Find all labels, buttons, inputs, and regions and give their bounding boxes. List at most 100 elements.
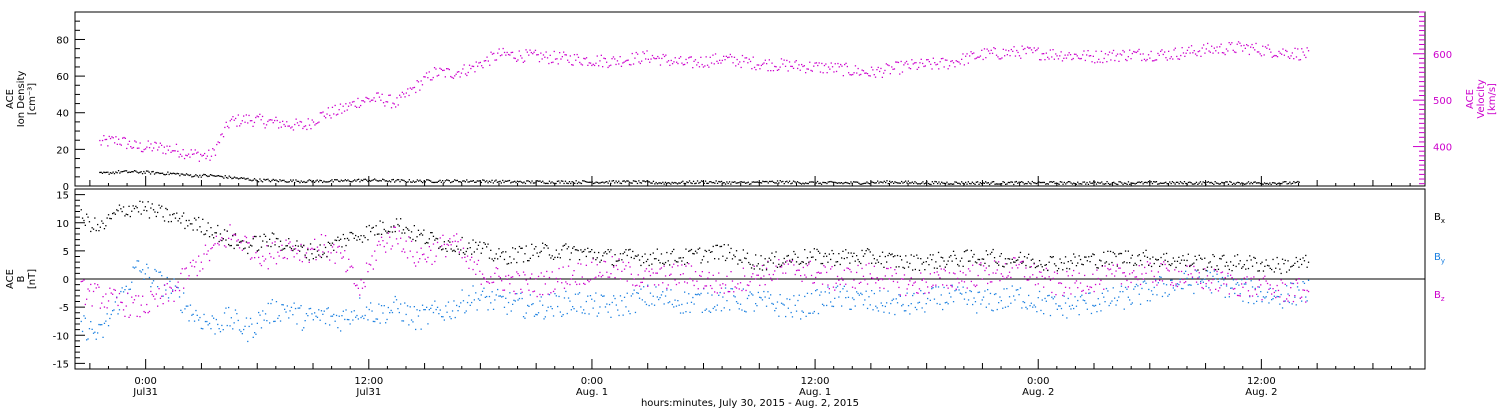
bottom-left-ylabel: ACE B [nT] [5, 269, 38, 289]
velocity-series-point [181, 155, 183, 157]
bz-series-point [958, 282, 960, 284]
bz-series-point [673, 263, 675, 265]
bx-series-point [655, 258, 657, 260]
bx-series-point [783, 257, 785, 260]
velocity-series-point [768, 59, 770, 61]
bz-series-point [233, 233, 235, 236]
bz-series-point [834, 289, 836, 291]
bx-series-point [258, 249, 260, 251]
bx-series-point [779, 265, 781, 268]
density-series-point [402, 179, 404, 181]
velocity-series-point [702, 66, 705, 68]
velocity-series-point [546, 57, 549, 59]
by-series-point [894, 313, 896, 316]
bx-series-point [237, 244, 239, 246]
velocity-series-point [175, 143, 178, 145]
density-series-point [368, 179, 370, 182]
velocity-series-point [823, 64, 826, 67]
bx-series-point [1305, 254, 1307, 257]
velocity-series-point [335, 114, 338, 116]
density-series-point [188, 174, 190, 177]
bx-series-point [140, 213, 142, 215]
bx-series-point [902, 266, 904, 269]
bz-series-point [460, 239, 462, 241]
density-series-point [263, 178, 265, 180]
density-series-point [379, 179, 381, 182]
velocity-series-point [1102, 61, 1104, 64]
by-series-point [323, 310, 325, 312]
bx-series-point [129, 215, 131, 218]
by-series-point [588, 313, 590, 315]
bz-series-point [1109, 268, 1112, 270]
velocity-series-point [1244, 47, 1246, 49]
by-series-point [98, 323, 100, 326]
by-series-point [498, 295, 500, 297]
bz-series-point [884, 275, 886, 277]
velocity-series-point [186, 155, 188, 157]
by-series-point [340, 330, 342, 332]
bz-series-point [305, 252, 308, 254]
by-series-point [375, 318, 377, 320]
density-series-point [514, 180, 516, 182]
bz-series-point [86, 298, 88, 300]
by-series-point [790, 311, 792, 314]
bx-series-point [1142, 252, 1144, 254]
velocity-series-point [1125, 58, 1127, 61]
bz-series-point [862, 275, 865, 277]
bz-series-point [572, 274, 574, 276]
density-series-point [512, 181, 515, 183]
bx-series-point [608, 251, 611, 253]
by-series-point [140, 271, 142, 273]
by-series-point [828, 292, 830, 294]
by-series-point [578, 292, 581, 294]
bz-series-point [454, 240, 456, 242]
density-series-point [1254, 181, 1256, 183]
bz-series-point [292, 245, 294, 247]
bz-series-point [674, 279, 676, 281]
bx-series-point [1068, 268, 1071, 270]
bx-series-point [744, 257, 746, 259]
bz-series-point [719, 284, 721, 286]
legend-item-sub: y [1441, 257, 1445, 265]
velocity-series-point [861, 69, 863, 71]
velocity-series-point [185, 154, 187, 156]
velocity-series-point [560, 58, 562, 60]
velocity-series-point [1172, 58, 1174, 60]
bz-series-point [574, 281, 577, 283]
bx-series-point [1081, 263, 1083, 265]
velocity-series-point [319, 112, 321, 114]
by-series-point [988, 303, 990, 305]
density-series-point [1085, 183, 1087, 185]
bz-series-point [406, 257, 409, 259]
bx-series-point [441, 249, 443, 251]
velocity-series-point [952, 62, 955, 64]
bz-series-point [827, 284, 829, 286]
by-series-point [121, 287, 123, 289]
by-series-point [685, 311, 687, 313]
bz-series-point [752, 273, 754, 275]
velocity-series-point [550, 61, 553, 64]
bz-series-point [1262, 277, 1265, 279]
bz-series-point [1283, 300, 1285, 302]
velocity-series-point [240, 123, 242, 125]
bx-series-point [793, 250, 795, 253]
bz-series-point [520, 288, 522, 290]
bx-series-point [693, 253, 695, 255]
by-series-point [1236, 282, 1239, 284]
by-series-point [520, 292, 522, 294]
density-series-point [660, 182, 663, 185]
bx-series-point [886, 261, 888, 263]
bx-series-point [846, 257, 848, 259]
by-series-point [592, 307, 594, 309]
density-series-point [1243, 183, 1246, 185]
density-series-point [1157, 183, 1159, 185]
by-series-point [929, 299, 931, 301]
by-series-point [501, 296, 503, 298]
by-series-point [922, 293, 925, 295]
bx-series-point [1006, 263, 1008, 265]
density-series-point [100, 171, 102, 173]
velocity-series-point [571, 64, 573, 66]
bz-series-point [1266, 282, 1269, 285]
bx-series-point [421, 234, 424, 236]
bx-series-point [1052, 256, 1054, 258]
